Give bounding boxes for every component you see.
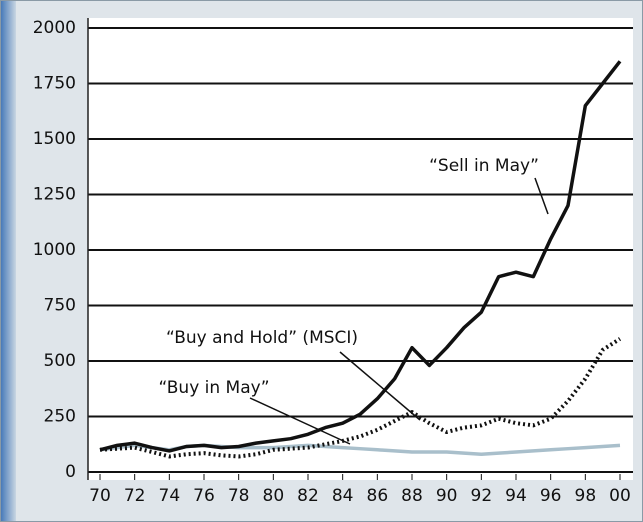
annotation-arrow	[249, 397, 351, 445]
x-tick-label: 96	[540, 486, 562, 506]
x-tick-label: 88	[401, 486, 423, 506]
x-tick-label: 78	[228, 486, 250, 506]
y-tick-label: 2000	[33, 18, 76, 38]
y-tick-label: 750	[44, 296, 76, 316]
annotation-arrow	[339, 351, 421, 421]
x-tick-label: 90	[436, 486, 458, 506]
series-line	[99, 60, 622, 453]
annotation-arrow	[534, 177, 549, 215]
x-tick-label: 84	[332, 486, 354, 506]
y-tick-label: 1000	[33, 240, 76, 260]
x-tick-label: 98	[575, 486, 597, 506]
annotation: “Sell in May”	[429, 156, 539, 176]
annotation: “Buy in May”	[158, 378, 269, 398]
x-tick-label: 86	[367, 486, 389, 506]
x-tick-label: 82	[297, 486, 319, 506]
y-tick-label: 1250	[33, 185, 76, 205]
x-tick-label: 92	[471, 486, 493, 506]
y-tick-label: 1500	[33, 129, 76, 149]
y-tick-label: 0	[65, 462, 76, 482]
x-tick-label: 80	[263, 486, 285, 506]
lines	[99, 60, 622, 459]
x-tick-label: 94	[505, 486, 527, 506]
annotation: “Buy and Hold” (MSCI)	[166, 328, 358, 348]
edge-strip	[0, 0, 16, 522]
y-tick-label: 500	[44, 351, 76, 371]
x-tick-label: 74	[159, 486, 181, 506]
y-tick-label: 1750	[33, 74, 76, 94]
x-tick-label: 00	[609, 486, 631, 506]
x-tick-label: 70	[89, 486, 111, 506]
x-tick-label: 72	[124, 486, 146, 506]
x-tick-label: 76	[193, 486, 215, 506]
series-line	[99, 337, 622, 459]
y-tick-label: 250	[44, 407, 76, 427]
grid	[88, 27, 633, 480]
